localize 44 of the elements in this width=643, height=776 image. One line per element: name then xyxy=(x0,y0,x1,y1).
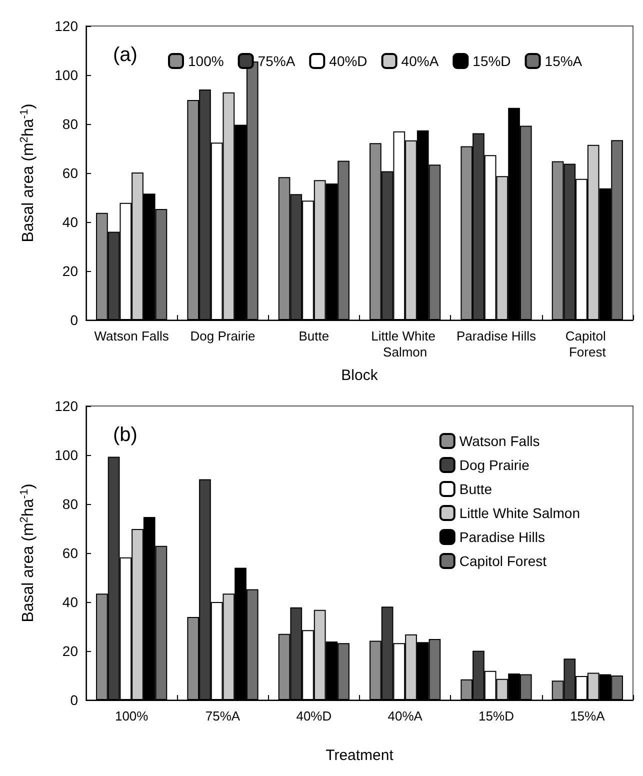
legend-label: Little White Salmon xyxy=(459,505,580,521)
x-tick-label: 40%A xyxy=(388,708,423,724)
legend-label: 15%A xyxy=(544,53,583,69)
x-tick-label: 15%A xyxy=(570,708,606,724)
y-tick-label: 20 xyxy=(62,263,78,279)
legend-label: Capitol Forest xyxy=(459,553,547,569)
legend-label: 40%D xyxy=(329,53,368,69)
y-axis-title: Basal area (m2ha-1) xyxy=(18,104,37,242)
x-tick-label: 100% xyxy=(114,708,149,724)
x-tick-label: Butte xyxy=(298,328,330,344)
legend-label: Paradise Hills xyxy=(459,529,545,545)
x-tick-label: Dog Prairie xyxy=(190,328,256,344)
y-tick-label: 100 xyxy=(54,447,78,463)
legend-label: 40%A xyxy=(401,53,440,69)
y-tick-label: 20 xyxy=(62,643,78,659)
y-tick-label: 40 xyxy=(62,214,78,230)
legend-label: Watson Falls xyxy=(459,433,540,449)
x-tick-label: 75%A xyxy=(205,708,240,724)
legend-label: Butte xyxy=(459,481,492,497)
y-tick-label: 60 xyxy=(62,545,78,561)
y-tick-label: 100 xyxy=(54,67,78,83)
y-tick-label: 0 xyxy=(70,312,78,328)
x-tick-label: Watson Falls xyxy=(94,328,170,344)
y-tick-label: 80 xyxy=(62,116,78,132)
y-tick-label: 120 xyxy=(54,18,78,34)
x-axis-title: Block xyxy=(341,367,378,384)
text: (b) xyxy=(113,424,138,446)
x-axis-title: Treatment xyxy=(326,747,394,764)
y-tick-label: 80 xyxy=(62,496,78,512)
y-tick-label: 0 xyxy=(70,692,78,708)
x-tick-label: Little White Salmon xyxy=(371,328,440,360)
y-tick-label: 60 xyxy=(62,165,78,181)
y-tick-label: 40 xyxy=(62,594,78,610)
y-tick-label: 120 xyxy=(54,398,78,414)
legend-label: 75%A xyxy=(258,53,296,69)
legend-label: 100% xyxy=(188,53,224,69)
x-tick-label: Capitol Forest xyxy=(565,328,610,360)
legend-label: 15%D xyxy=(472,53,511,69)
legend-label: Dog Prairie xyxy=(459,457,530,473)
text: (a) xyxy=(113,44,138,66)
x-tick-label: Paradise Hills xyxy=(456,328,536,344)
y-axis-title: Basal area (m2ha-1) xyxy=(18,484,37,622)
x-tick-label: 15%D xyxy=(478,708,514,724)
x-tick-label: 40%D xyxy=(296,708,332,724)
